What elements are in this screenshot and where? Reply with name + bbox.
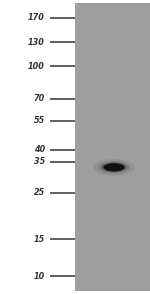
Text: 10: 10 (34, 272, 45, 281)
Ellipse shape (103, 163, 124, 171)
Text: 25: 25 (34, 188, 45, 197)
Text: 170: 170 (28, 13, 45, 22)
Ellipse shape (98, 161, 130, 173)
Bar (75, 3, 150, 291)
Text: 55: 55 (34, 116, 45, 125)
Text: 130: 130 (28, 38, 45, 47)
Ellipse shape (101, 162, 127, 172)
Text: 100: 100 (28, 62, 45, 71)
Ellipse shape (93, 159, 135, 176)
Text: 70: 70 (34, 94, 45, 103)
Text: 40: 40 (34, 145, 45, 154)
Text: 15: 15 (34, 235, 45, 244)
Text: 35: 35 (34, 158, 45, 166)
